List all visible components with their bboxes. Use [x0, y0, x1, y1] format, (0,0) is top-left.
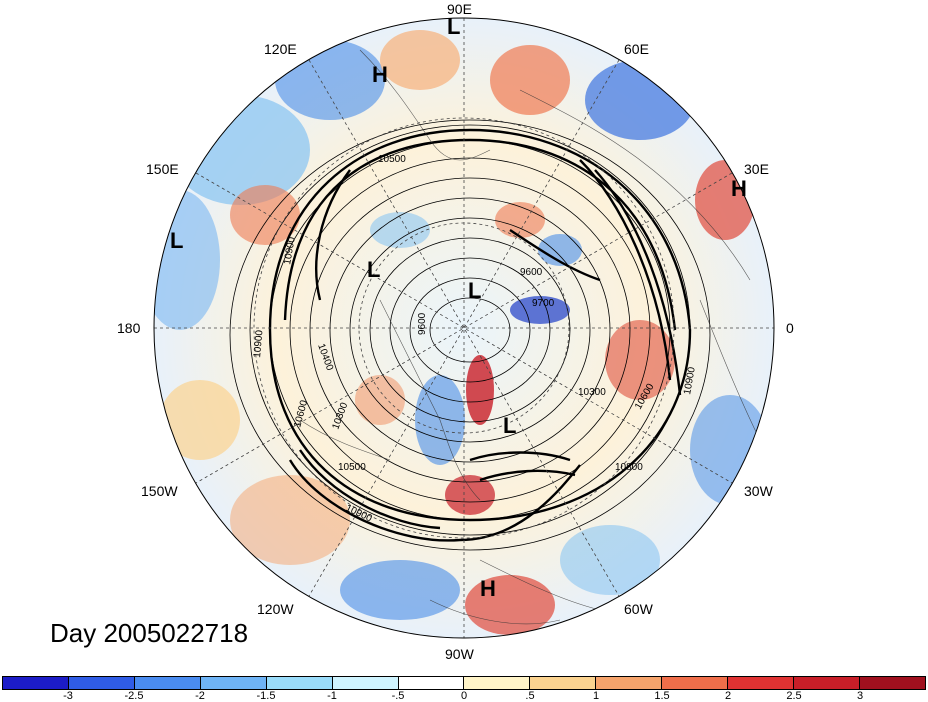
longitude-labels: 90E 120E 60E 150E 30E 180 0 150W 30W 120… [117, 1, 794, 662]
low-pressure-label: L [447, 14, 460, 39]
colorbar-tick-label: -.5 [391, 690, 405, 702]
lon-label-0: 0 [786, 320, 794, 336]
contour-label: 10900 [252, 329, 265, 358]
contour-label: 10500 [378, 154, 406, 165]
low-pressure-label: L [503, 413, 516, 438]
coastlines [299, 49, 761, 625]
colorbar-tick-label: 2.5 [786, 690, 802, 702]
colorbar-tick-label: -2.5 [124, 690, 144, 702]
contour-label: 10300 [578, 387, 606, 398]
map-title: Day 2005022718 [50, 618, 249, 648]
colorbar-swatch [859, 677, 925, 689]
lon-label-180: 180 [117, 320, 141, 336]
contour-label: 10500 [338, 462, 366, 473]
pressure-center-labels: L H H L L L H L [170, 14, 747, 601]
colorbar-tick-label: 1.5 [654, 690, 670, 702]
lon-label-120w: 120W [257, 601, 294, 617]
lon-label-30w: 30W [744, 483, 774, 499]
contour-label: 10900 [682, 366, 698, 396]
colorbar-tick-label: 3 [856, 690, 864, 702]
lon-label-60e: 60E [624, 41, 649, 57]
contour-label: 9600 [520, 267, 543, 278]
colorbar-swatch [200, 677, 267, 689]
contour-label: 9600 [417, 312, 428, 335]
colorbar-swatch [794, 677, 860, 689]
high-pressure-label: H [480, 576, 496, 601]
lon-label-150e: 150E [146, 161, 179, 177]
colorbar-swatch [332, 677, 399, 689]
lon-label-60w: 60W [624, 601, 654, 617]
contour-label: 9700 [532, 298, 555, 309]
contour-label: 10900 [282, 236, 298, 266]
graticule [154, 18, 774, 638]
colorbar-swatch [3, 677, 69, 689]
lon-label-30e: 30E [744, 161, 769, 177]
colorbar-swatch [596, 677, 663, 689]
colorbar-tick-label: -1.5 [256, 690, 276, 702]
colorbar-swatch [464, 677, 531, 689]
contour-label: 10800 [615, 462, 643, 473]
colorbar-swatch [68, 677, 135, 689]
low-pressure-label: L [367, 257, 380, 282]
colorbar-tick-label: .5 [525, 690, 535, 702]
contour-lines [229, 119, 711, 551]
colorbar-tick-label: 0 [460, 690, 468, 702]
colorbar-tick-label: 2 [724, 690, 732, 702]
colorbar-tick-label: 1 [592, 690, 600, 702]
colorbar-swatch [530, 677, 597, 689]
colorbar [2, 676, 926, 690]
lon-label-90e: 90E [447, 1, 472, 17]
high-pressure-label: H [731, 176, 747, 201]
colorbar-tick-label: -2 [195, 690, 205, 702]
lon-label-90w: 90W [445, 646, 475, 662]
colorbar-tick-label: -3 [63, 690, 73, 702]
lon-label-150w: 150W [141, 483, 178, 499]
low-pressure-label: L [468, 278, 481, 303]
colorbar-tick-label: -1 [327, 690, 337, 702]
lon-label-120e: 120E [264, 41, 297, 57]
low-pressure-label: L [170, 228, 183, 253]
colorbar-swatch [266, 677, 333, 689]
colorbar-swatch [134, 677, 201, 689]
high-pressure-label: H [372, 62, 388, 87]
colorbar-swatch [662, 677, 729, 689]
colorbar-swatch [398, 677, 465, 689]
map-boundary [153, 17, 775, 639]
colorbar-swatch [728, 677, 795, 689]
